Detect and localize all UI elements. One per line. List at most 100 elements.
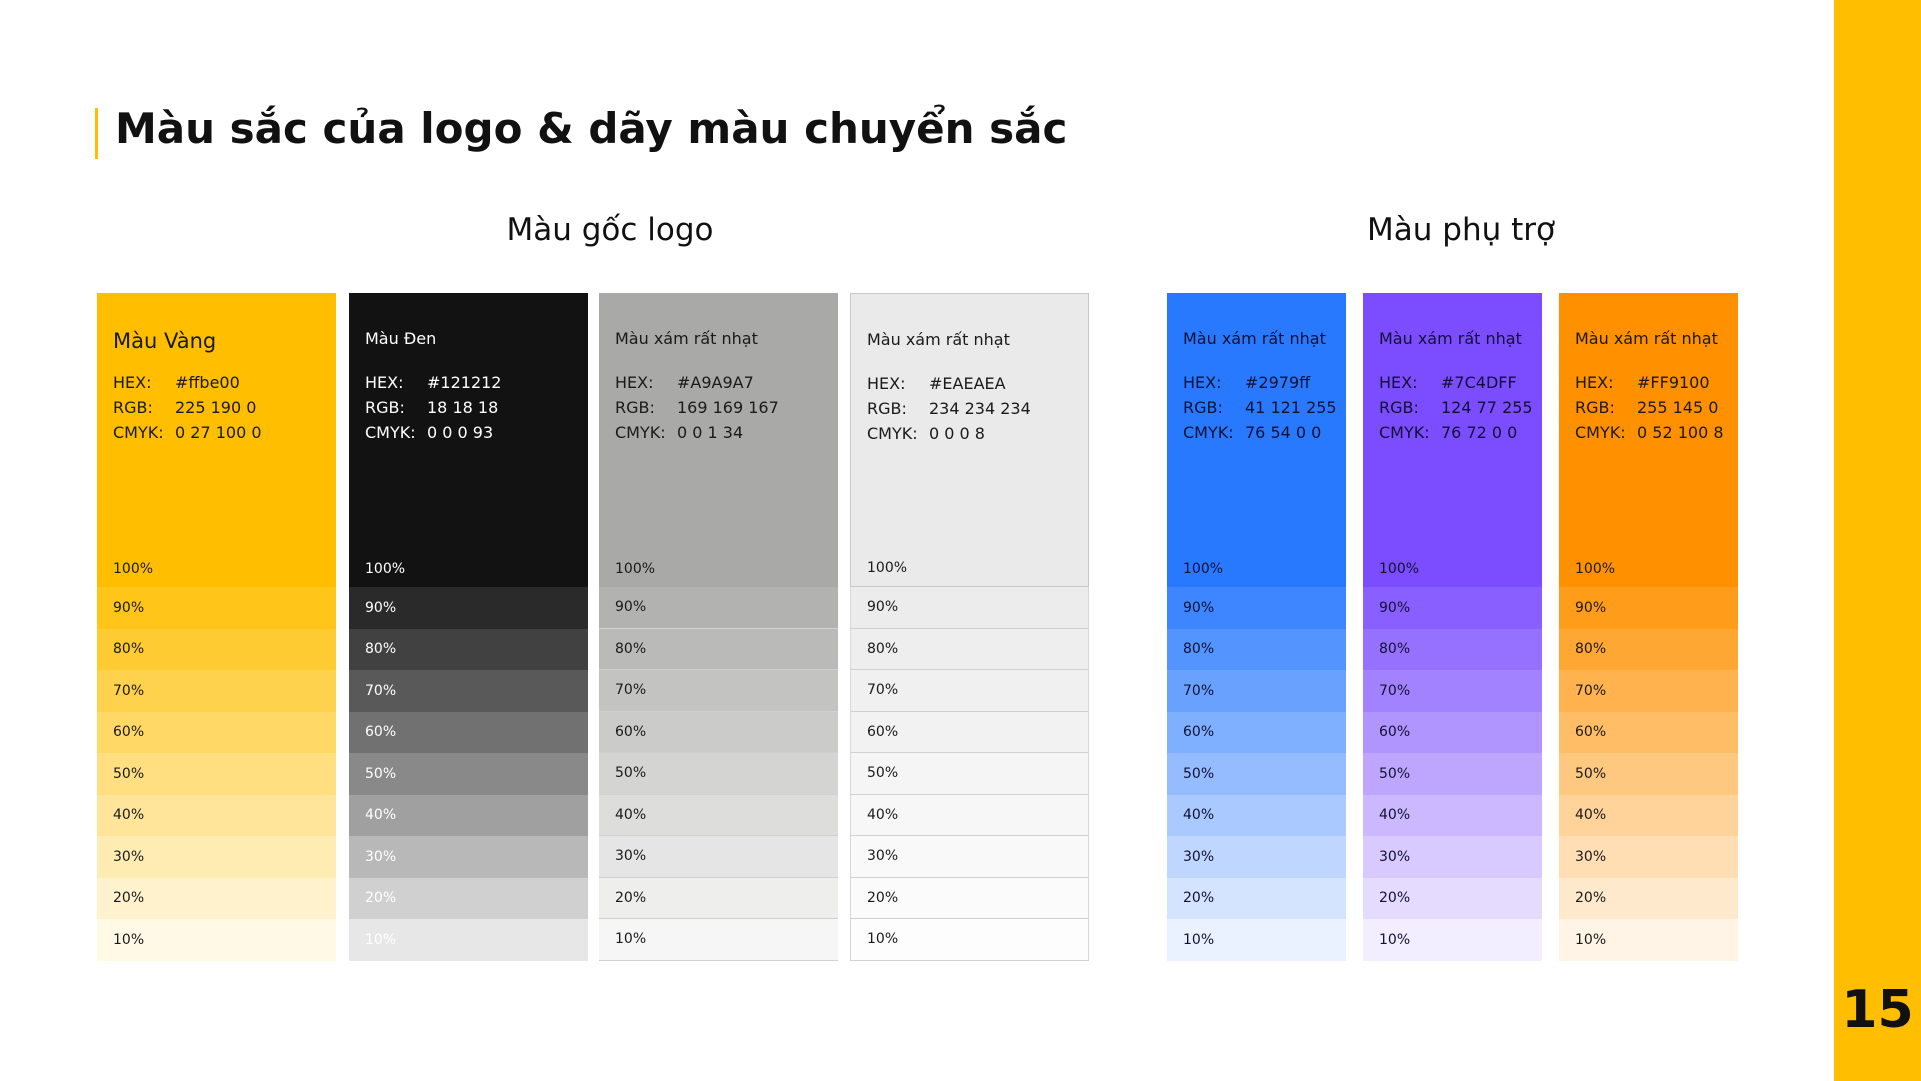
spec-row: RGB: 255 145 0: [1575, 395, 1724, 420]
tint-row: 30%: [1559, 836, 1738, 878]
spec-label: RGB:: [867, 399, 907, 418]
tint-row: 40%: [1559, 794, 1738, 836]
tint-label: 100%: [1575, 561, 1616, 577]
tint-row: 10%: [349, 919, 588, 961]
tint-row: 80%: [850, 628, 1089, 670]
spec-value: 18 18 18: [427, 398, 499, 417]
swatch-name: Màu xám rất nhạt: [867, 330, 1010, 349]
spec-row: CMYK: 0 27 100 0: [113, 420, 262, 445]
sidebar: [1834, 0, 1921, 1081]
spec-label: RGB:: [1575, 398, 1615, 417]
swatch-main: Màu xám rất nhạt HEX: #A9A9A7 RGB: 169 169 1…: [599, 293, 838, 587]
tint-row: 20%: [599, 877, 838, 919]
tint-row: 10%: [1363, 919, 1542, 961]
swatch-main: Màu xám rất nhạt HEX: #FF9100 RGB: 255 145 0…: [1559, 293, 1738, 587]
tint-row: 90%: [850, 587, 1089, 629]
swatch: Màu xám rất nhạt HEX: #FF9100 RGB: 255 145 0…: [1559, 293, 1738, 961]
spec-value: 41 121 255: [1245, 398, 1337, 417]
spec-row: HEX: #FF9100: [1575, 370, 1724, 395]
spec-label: RGB:: [1379, 398, 1419, 417]
tint-row: 50%: [1167, 753, 1346, 795]
tint-row: 80%: [1559, 628, 1738, 670]
tint-row: 40%: [1167, 794, 1346, 836]
tint-row: 90%: [1167, 587, 1346, 629]
page-number: 15: [1841, 980, 1914, 1040]
swatch-name: Màu Vàng: [113, 329, 217, 353]
tint-row: 90%: [599, 587, 838, 629]
tint-row: 30%: [1363, 836, 1542, 878]
tint-row: 10%: [1559, 919, 1738, 961]
tint-row: 70%: [1559, 670, 1738, 712]
tint-row: 40%: [97, 794, 336, 836]
spec-value: 76 72 0 0: [1441, 423, 1518, 442]
tint-row: 70%: [349, 670, 588, 712]
tint-row: 50%: [97, 753, 336, 795]
spec-value: #7C4DFF: [1441, 373, 1517, 392]
spec-value: 0 0 0 93: [427, 423, 494, 442]
swatch: Màu Vàng HEX: #ffbe00 RGB: 225 190 0 CMYK: 0 2…: [97, 293, 336, 961]
spec-label: CMYK:: [1575, 423, 1626, 442]
tint-row: 50%: [1363, 753, 1542, 795]
spec-row: RGB: 124 77 255: [1379, 395, 1533, 420]
spec-value: #ffbe00: [175, 373, 240, 392]
tint-row: 80%: [349, 628, 588, 670]
spec-value: #121212: [427, 373, 502, 392]
tint-row: 70%: [97, 670, 336, 712]
spec-label: CMYK:: [365, 423, 416, 442]
tint-row: 60%: [599, 711, 838, 753]
tint-row: 80%: [599, 628, 838, 670]
swatch-specs: HEX: #7C4DFF RGB: 124 77 255 CMYK: 76 72 0 0: [1379, 370, 1533, 445]
tint-row: 20%: [850, 877, 1089, 919]
tint-row: 60%: [97, 711, 336, 753]
spec-value: 255 145 0: [1637, 398, 1719, 417]
spec-row: HEX: #A9A9A7: [615, 370, 779, 395]
swatch: Màu Đen HEX: #121212 RGB: 18 18 18 CMYK: 0 0 0…: [349, 293, 588, 961]
swatch-name: Màu xám rất nhạt: [1379, 329, 1522, 348]
tint-row: 30%: [850, 836, 1089, 878]
tint-row: 20%: [1167, 877, 1346, 919]
tint-row: 10%: [599, 919, 838, 961]
swatch-specs: HEX: #121212 RGB: 18 18 18 CMYK: 0 0 0 93: [365, 370, 501, 445]
swatch-name: Màu xám rất nhạt: [615, 329, 758, 348]
tint-row: 60%: [1363, 711, 1542, 753]
spec-label: CMYK:: [867, 424, 918, 443]
tint-row: 60%: [1167, 711, 1346, 753]
swatch-name: Màu xám rất nhạt: [1575, 329, 1718, 348]
tint-row: 20%: [349, 877, 588, 919]
spec-row: CMYK: 0 0 0 8: [867, 421, 1031, 446]
spec-label: HEX:: [867, 374, 906, 393]
tint-label: 100%: [867, 560, 908, 576]
spec-value: 0 0 0 8: [929, 424, 985, 443]
tint-row: 30%: [349, 836, 588, 878]
spec-label: HEX:: [113, 373, 152, 392]
spec-value: 169 169 167: [677, 398, 779, 417]
spec-label: HEX:: [1379, 373, 1418, 392]
tint-row: 30%: [599, 836, 838, 878]
tint-row: 30%: [1167, 836, 1346, 878]
swatch-specs: HEX: #A9A9A7 RGB: 169 169 167 CMYK: 0 0 1 34: [615, 370, 779, 445]
spec-label: HEX:: [615, 373, 654, 392]
tint-label: 100%: [615, 561, 656, 577]
title: Màu sắc của logo & dãy màu chuyển sắc: [115, 104, 1068, 153]
swatch-main: Màu Vàng HEX: #ffbe00 RGB: 225 190 0 CMYK: 0 2…: [97, 293, 336, 587]
tint-row: 80%: [1167, 628, 1346, 670]
tint-row: 70%: [1363, 670, 1542, 712]
tint-row: 50%: [850, 753, 1089, 795]
section-heading: Màu phụ trợ: [1367, 212, 1555, 248]
spec-row: HEX: #7C4DFF: [1379, 370, 1533, 395]
swatch-specs: HEX: #FF9100 RGB: 255 145 0 CMYK: 0 52 100 8: [1575, 370, 1724, 445]
spec-value: 234 234 234: [929, 399, 1031, 418]
swatch: Màu xám rất nhạt HEX: #A9A9A7 RGB: 169 169 1…: [599, 293, 838, 961]
swatch-name: Màu xám rất nhạt: [1183, 329, 1326, 348]
spec-value: 225 190 0: [175, 398, 257, 417]
tint-row: 10%: [850, 919, 1089, 961]
tint-row: 50%: [349, 753, 588, 795]
spec-value: #EAEAEA: [929, 374, 1006, 393]
spec-row: RGB: 225 190 0: [113, 395, 262, 420]
tint-row: 90%: [1559, 587, 1738, 629]
tint-row: 30%: [97, 836, 336, 878]
swatch: Màu xám rất nhạt HEX: #EAEAEA RGB: 234 234 2…: [850, 293, 1089, 961]
tint-label: 100%: [113, 561, 154, 577]
tint-row: 40%: [349, 794, 588, 836]
spec-label: RGB:: [365, 398, 405, 417]
